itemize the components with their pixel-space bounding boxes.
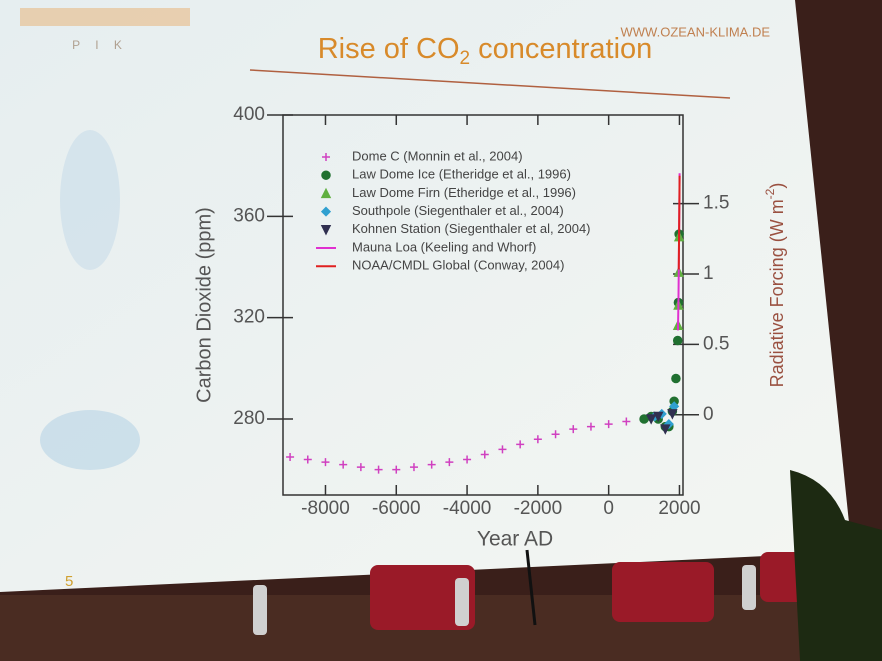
data-point: [533, 435, 542, 444]
watermark: [40, 410, 140, 470]
plot-frame: [282, 114, 684, 496]
legend-entry: NOAA/CMDL Global (Conway, 2004): [352, 258, 564, 273]
title-rule: [249, 69, 731, 99]
data-point: [653, 411, 664, 423]
data-point: [660, 424, 671, 435]
page-number: 5: [65, 573, 73, 590]
chair: [370, 565, 475, 630]
data-point: [392, 465, 401, 474]
bottle: [742, 565, 756, 610]
data-point: [622, 417, 631, 426]
title-subscript: 2: [460, 48, 471, 69]
y-tick-label: 360: [233, 205, 265, 226]
legend-swatch: [322, 153, 330, 161]
data-point: [286, 453, 295, 461]
series-line: [677, 175, 681, 270]
data-point: [321, 458, 330, 467]
data-point: [480, 450, 489, 459]
title-text: concentration: [470, 33, 652, 65]
logo-mark: [20, 8, 190, 26]
y2-tick-label: 1: [703, 263, 714, 284]
data-point: [604, 420, 613, 429]
legend-entry: Mauna Loa (Keeling and Whorf): [352, 239, 536, 254]
legend-entry: Law Dome Ice (Etheridge et al., 1996): [352, 167, 571, 182]
data-point: [586, 422, 595, 431]
data-point: [409, 463, 418, 472]
data-point: [339, 460, 348, 469]
data-point: [671, 373, 681, 384]
legend-entry: Southpole (Siegenthaler et al., 2004): [352, 203, 564, 218]
x-tick-label: -8000: [301, 498, 350, 519]
microphone: [525, 549, 537, 626]
bottle: [455, 578, 469, 626]
data-point: [463, 455, 472, 464]
chair: [612, 562, 714, 622]
y2-tick-label: 0: [703, 404, 714, 425]
legend-entry: Dome C (Monnin et al., 2004): [352, 148, 523, 163]
y2-tick-label: 1.5: [703, 193, 729, 214]
data-point: [672, 335, 683, 346]
title-text: Rise of CO: [318, 33, 460, 65]
data-point: [569, 425, 578, 434]
data-point: [498, 445, 507, 454]
data-point: [645, 414, 657, 425]
data-point: [667, 409, 678, 420]
data-point: [374, 465, 383, 474]
y2-label-text: ): [767, 183, 787, 189]
data-point: [303, 455, 312, 464]
y2-label-superscript: -2: [763, 188, 777, 199]
y-tick-label: 280: [233, 408, 265, 429]
x-tick-label: -2000: [514, 498, 563, 519]
legend-swatch: [320, 225, 332, 236]
screen: [0, 0, 852, 592]
x-tick-label: 2000: [658, 498, 700, 519]
data-point: [445, 458, 454, 467]
plant: [790, 470, 882, 661]
data-point: [551, 430, 560, 439]
legend-entry: Kohnen Station (Siegenthaler et al, 2004…: [352, 221, 591, 236]
y2-tick-label: 0.5: [703, 333, 729, 354]
x-tick-label: -4000: [443, 498, 492, 519]
slide-title: Rise of CO2 concentration: [318, 33, 653, 69]
y-tick-label: 400: [233, 104, 265, 125]
watermark: [60, 130, 120, 270]
bottle: [253, 585, 267, 635]
x-tick-label: 0: [603, 498, 614, 519]
y2-axis-label: Radiative Forcing (W m-2): [763, 183, 787, 388]
legend-entry: Law Dome Firn (Etheridge et al., 1996): [352, 185, 576, 200]
data-point: [516, 440, 525, 449]
logo: P I K: [72, 38, 128, 52]
y2-label-text: Radiative Forcing (W m: [767, 199, 787, 387]
data-point: [356, 463, 365, 472]
y-axis-label: Carbon Dioxide (ppm): [193, 207, 215, 403]
legend-swatch: [320, 187, 332, 199]
legend-swatch: [321, 170, 331, 180]
y-tick-label: 320: [233, 307, 265, 328]
x-axis-label: Year AD: [477, 528, 553, 551]
url: WWW.OZEAN-KLIMA.DE: [621, 24, 771, 39]
legend-swatch: [320, 206, 332, 217]
data-point: [427, 460, 436, 469]
x-tick-label: -6000: [372, 498, 421, 519]
